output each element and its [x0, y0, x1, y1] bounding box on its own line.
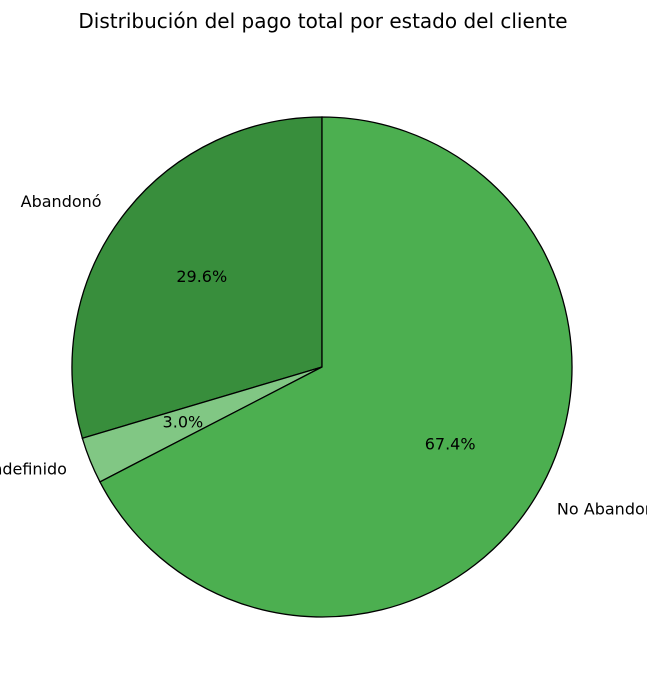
slice-percent-1: 3.0% — [163, 413, 204, 432]
pie-slices — [71, 116, 573, 618]
pie-slice-2 — [99, 116, 573, 618]
slice-label-0: Abandonó — [21, 192, 102, 211]
chart-title: Distribución del pago total por estado d… — [78, 9, 567, 33]
slice-label-2: No Abandonó — [557, 499, 647, 518]
slice-percent-0: 29.6% — [176, 267, 227, 286]
pie-labels: Abandonó 29.6% Indefinido 3.0% No Abandonó 67… — [0, 192, 647, 518]
pie-slice-0 — [71, 116, 323, 440]
slice-percent-2: 67.4% — [425, 434, 476, 453]
slice-label-1: Indefinido — [0, 459, 67, 478]
